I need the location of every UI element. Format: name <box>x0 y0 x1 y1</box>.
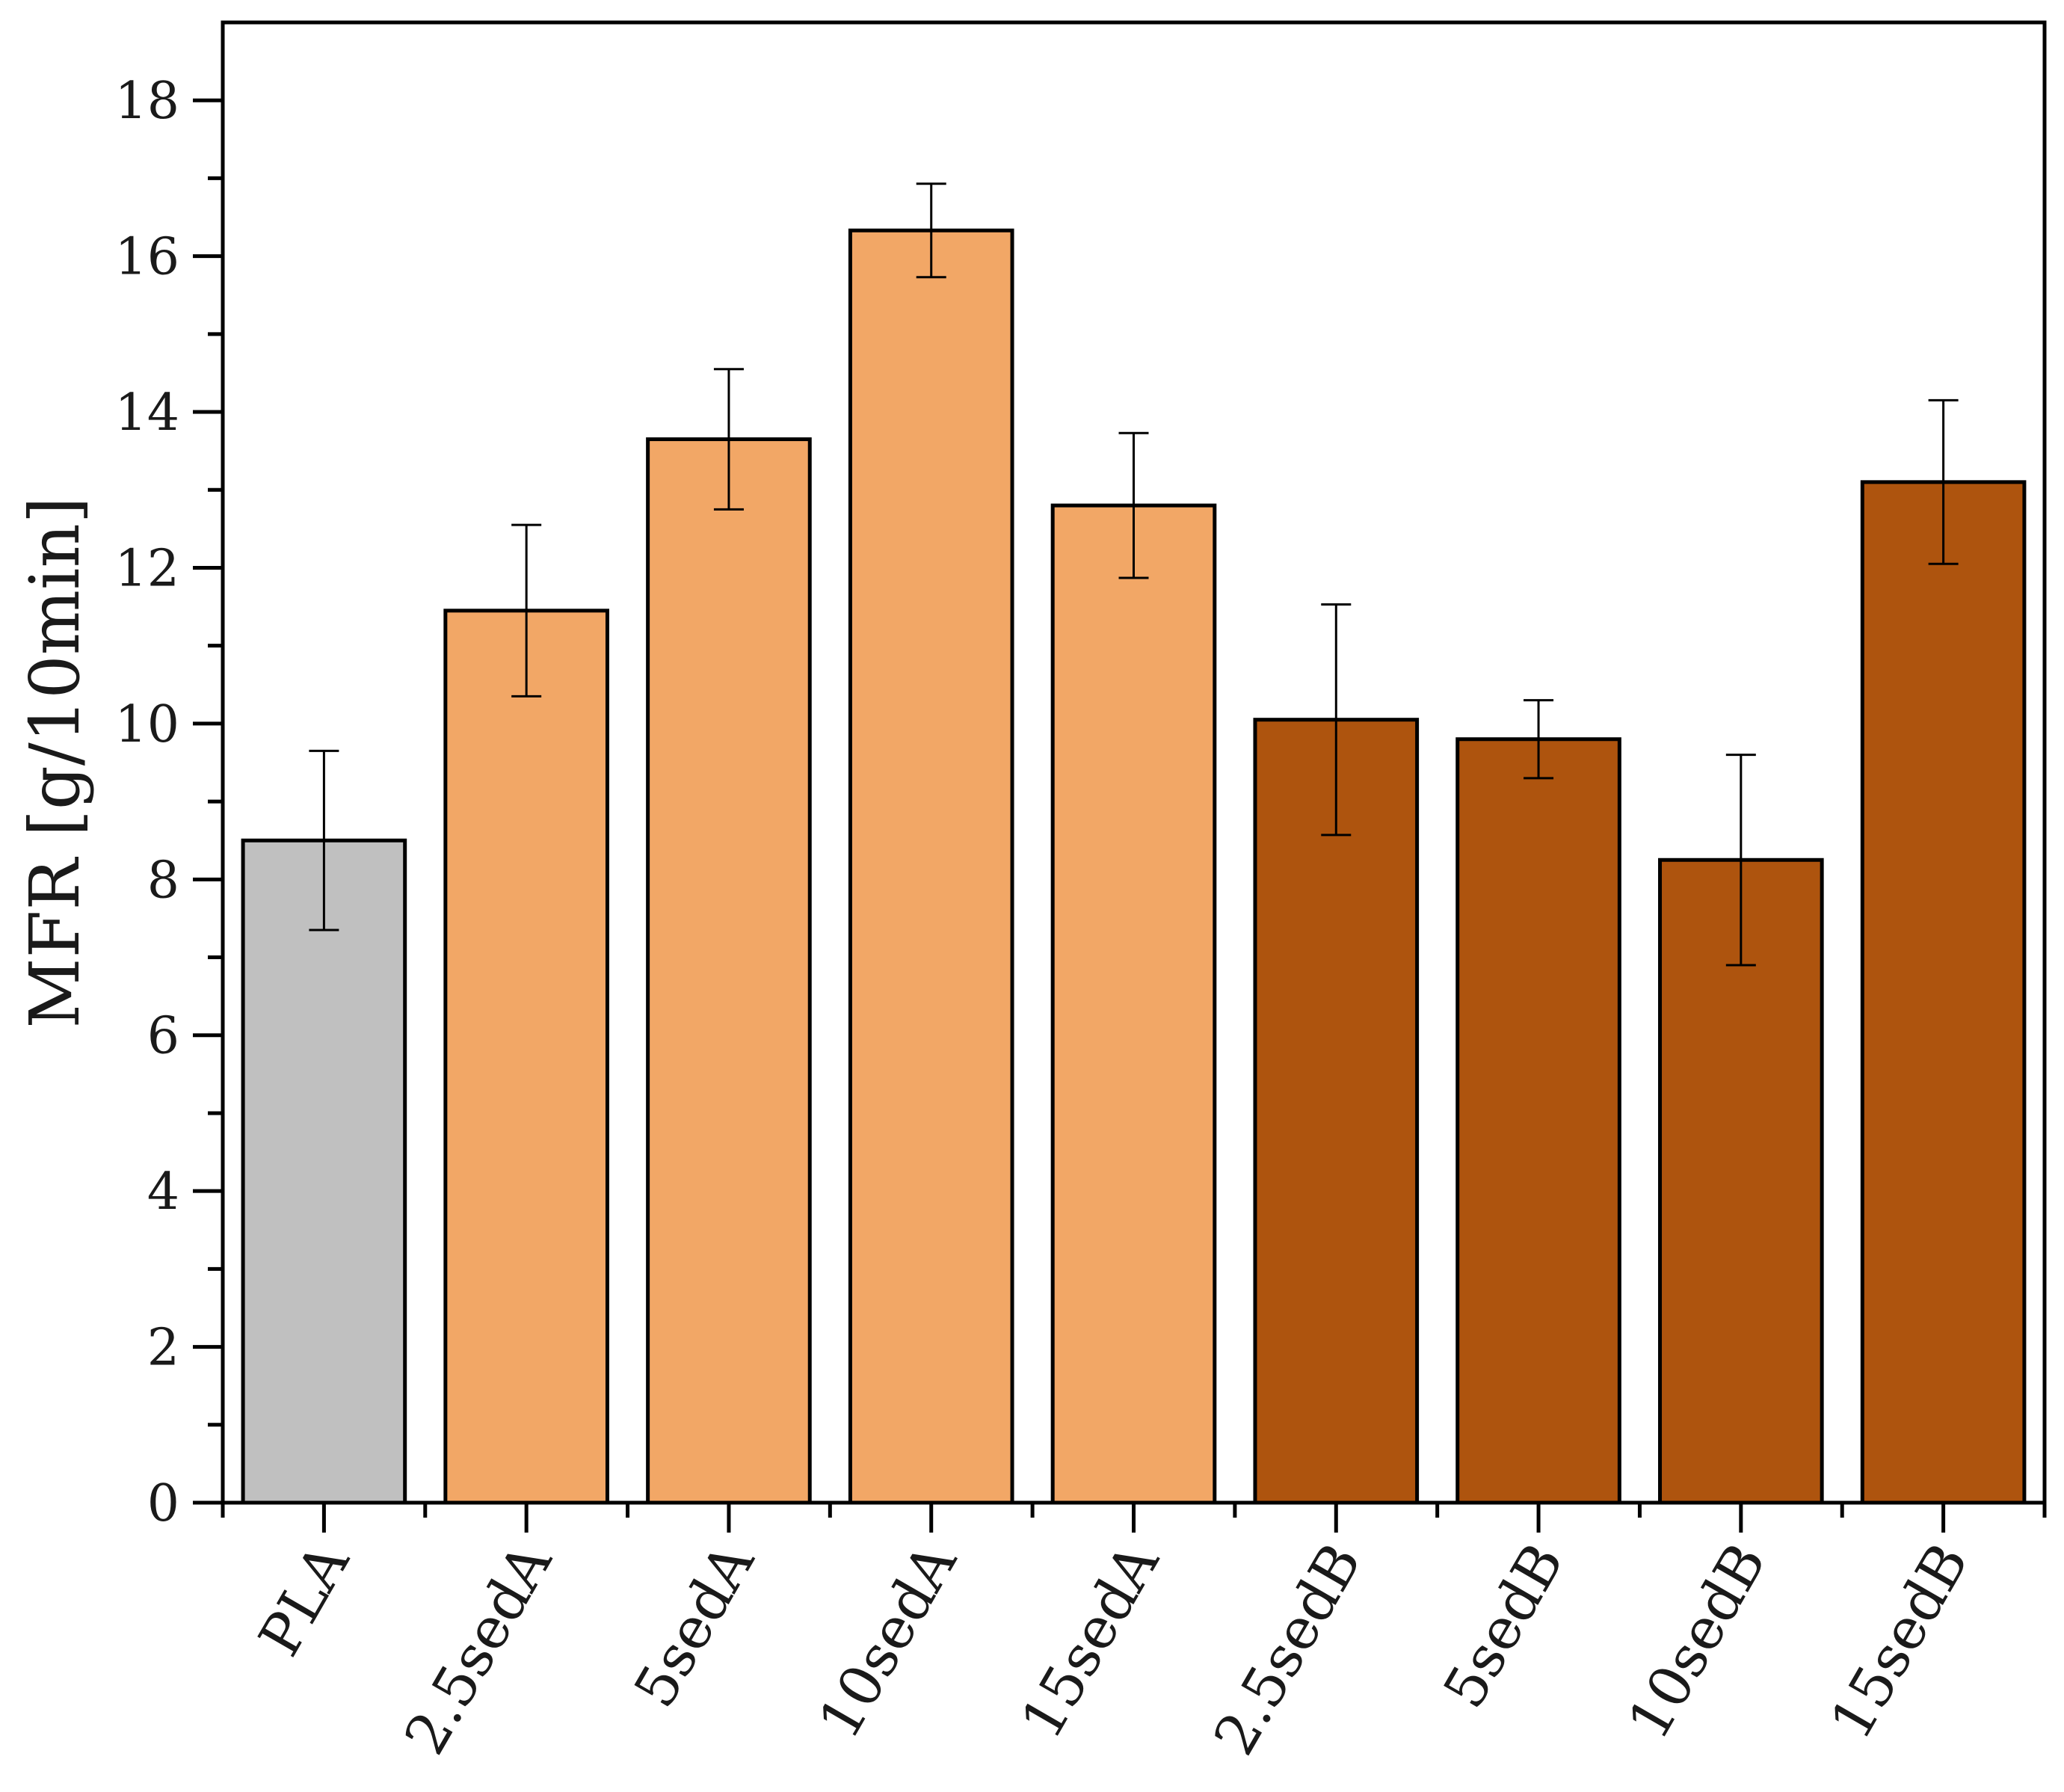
bar-2.5sedB <box>1253 718 1420 1505</box>
error-bar-PLA <box>309 749 339 932</box>
bar-10sedA <box>848 228 1014 1505</box>
y-tick-label-4: 4 <box>147 1163 179 1222</box>
x-tick-label-10sedB: 10sedB <box>1615 1533 1779 1750</box>
y-tick-label-6: 6 <box>147 1007 179 1066</box>
error-bar-5sedB <box>1524 699 1554 780</box>
y-tick-label-12: 12 <box>114 539 179 598</box>
y-tick-label-10: 10 <box>114 695 179 754</box>
x-tick-label-2.5sedA: 2.5sedA <box>391 1532 564 1766</box>
x-tick-label-10sedA: 10sedA <box>805 1532 970 1750</box>
error-bar-15sedB <box>1928 398 1959 565</box>
bars-layer <box>241 228 2027 1505</box>
y-tick-label-14: 14 <box>114 384 179 443</box>
bar-5sedA <box>646 437 812 1505</box>
y-axis: 0 2 4 6 8 10 12 14 16 18 <box>114 72 223 1533</box>
bar-5sedB <box>1455 737 1621 1505</box>
x-tick-label-5sedA: 5sedA <box>621 1532 768 1719</box>
error-bar-10sedA <box>916 182 946 279</box>
bar-15sedA <box>1050 503 1217 1505</box>
x-tick-label-2.5sedB: 2.5sedB <box>1201 1533 1374 1766</box>
error-bars-layer <box>309 182 1959 967</box>
y-tick-label-16: 16 <box>114 228 179 287</box>
x-tick-label-15sedB: 15sedB <box>1817 1533 1982 1750</box>
x-tick-label-15sedA: 15sedA <box>1008 1532 1172 1750</box>
y-tick-label-18: 18 <box>114 72 179 131</box>
bar-PLA <box>241 838 407 1505</box>
x-tick-label-5sedB: 5sedB <box>1430 1533 1576 1719</box>
y-tick-label-2: 2 <box>147 1319 179 1378</box>
y-tick-label-0: 0 <box>147 1474 179 1533</box>
bar-15sedB <box>1860 480 2027 1505</box>
y-tick-label-8: 8 <box>147 851 179 910</box>
x-axis: PLA 2.5sedA 5sedA 10sedA 15sedA 2.5sedB 5sedB 1… <box>221 1503 2047 1766</box>
y-axis-title: MFR [g/10min] <box>15 496 95 1028</box>
bar-2.5sedA <box>443 609 609 1505</box>
error-bar-10sedB <box>1725 754 1756 967</box>
error-bar-2.5sedA <box>511 523 542 698</box>
error-bar-15sedA <box>1118 431 1149 579</box>
bar-10sedB <box>1658 857 1824 1505</box>
error-bar-2.5sedB <box>1321 603 1352 837</box>
x-tick-label-PLA: PLA <box>246 1532 363 1667</box>
error-bar-5sedA <box>713 368 744 511</box>
